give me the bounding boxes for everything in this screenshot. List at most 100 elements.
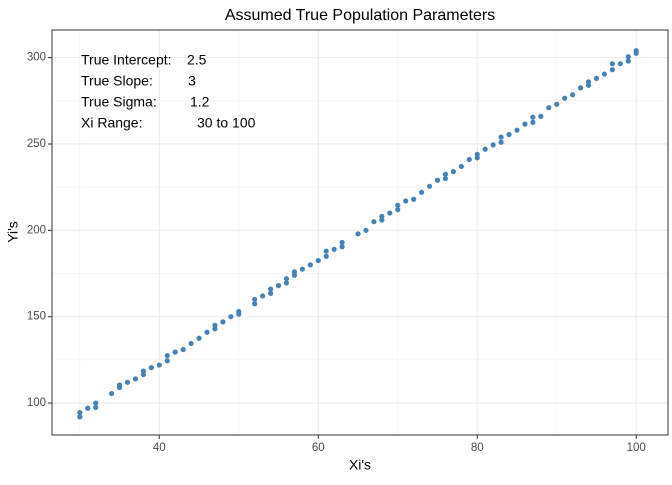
- point: [466, 156, 472, 163]
- point: [593, 75, 600, 81]
- point: [577, 85, 584, 91]
- x-axis-label: Xi's: [349, 457, 371, 473]
- point: [625, 58, 631, 64]
- y-tick-label: 150: [27, 311, 46, 323]
- point: [148, 365, 154, 371]
- point: [474, 151, 480, 157]
- point: [315, 257, 321, 264]
- point: [260, 293, 266, 299]
- annotation-label: True Intercept:: [81, 52, 172, 68]
- point: [442, 171, 449, 177]
- point: [442, 175, 449, 182]
- point: [450, 169, 456, 175]
- point: [164, 358, 170, 364]
- point: [609, 61, 615, 67]
- point: [633, 48, 639, 54]
- point: [93, 404, 99, 410]
- y-axis-label: Yi's: [5, 221, 21, 243]
- annotation-label: True Slope:: [81, 73, 153, 89]
- y-tick-label: 200: [27, 224, 46, 236]
- point: [387, 210, 393, 216]
- point: [180, 346, 186, 353]
- point: [530, 114, 536, 120]
- point: [601, 71, 608, 77]
- chart-title: Assumed True Population Parameters: [225, 7, 495, 24]
- point: [236, 308, 242, 315]
- x-tick-label: 80: [471, 442, 484, 454]
- point: [220, 319, 226, 325]
- point: [299, 266, 305, 272]
- point: [530, 119, 536, 125]
- point: [395, 202, 401, 208]
- point: [77, 414, 83, 420]
- point: [140, 368, 147, 374]
- point: [252, 296, 258, 303]
- point: [283, 276, 290, 282]
- y-tick-label: 300: [27, 52, 46, 64]
- point: [522, 121, 528, 127]
- point: [196, 335, 202, 341]
- x-tick-label: 60: [312, 442, 325, 454]
- point: [562, 95, 568, 101]
- point: [339, 244, 345, 250]
- points: [77, 48, 639, 420]
- point: [267, 286, 274, 292]
- point: [77, 409, 83, 416]
- point: [164, 352, 170, 359]
- annotation-value: 2.5: [187, 52, 207, 68]
- point: [434, 177, 441, 183]
- point: [458, 163, 464, 170]
- panel-border: [51, 29, 669, 436]
- point: [514, 127, 520, 133]
- point: [156, 362, 162, 368]
- point: [116, 382, 123, 388]
- point: [267, 290, 274, 296]
- annotation-value: 30 to 100: [197, 115, 256, 131]
- y-tick-label: 250: [27, 138, 46, 150]
- annotation-value: 1.2: [190, 94, 210, 110]
- point: [172, 349, 178, 355]
- point: [339, 239, 345, 246]
- point: [506, 131, 512, 138]
- x-tick-label: 100: [627, 442, 646, 454]
- point: [395, 207, 401, 213]
- point: [570, 92, 576, 98]
- annotation-label: True Sigma:: [81, 94, 157, 110]
- point: [85, 405, 91, 411]
- point: [93, 400, 99, 406]
- point: [625, 54, 631, 60]
- point: [291, 269, 298, 275]
- point: [355, 231, 361, 237]
- point: [307, 262, 313, 268]
- annotation-value: 3: [188, 73, 196, 89]
- point: [228, 314, 234, 320]
- annotation-label: Xi Range:: [81, 115, 142, 131]
- y-tick-label: 100: [27, 397, 46, 409]
- point: [617, 61, 623, 67]
- point: [411, 196, 417, 202]
- point: [323, 253, 329, 259]
- point: [188, 340, 194, 347]
- point: [498, 139, 504, 145]
- point: [490, 142, 496, 148]
- point: [275, 283, 282, 289]
- point: [204, 329, 210, 335]
- point: [371, 219, 377, 225]
- point: [554, 101, 560, 107]
- point: [283, 280, 290, 286]
- point: [124, 379, 131, 385]
- point: [403, 198, 409, 204]
- point: [379, 213, 385, 220]
- point: [323, 248, 329, 254]
- point: [419, 189, 425, 195]
- point: [426, 183, 433, 189]
- point: [109, 390, 115, 397]
- point: [212, 322, 218, 328]
- point: [331, 246, 337, 252]
- point: [482, 146, 488, 152]
- point: [538, 113, 544, 119]
- point: [252, 301, 258, 307]
- point: [609, 67, 615, 73]
